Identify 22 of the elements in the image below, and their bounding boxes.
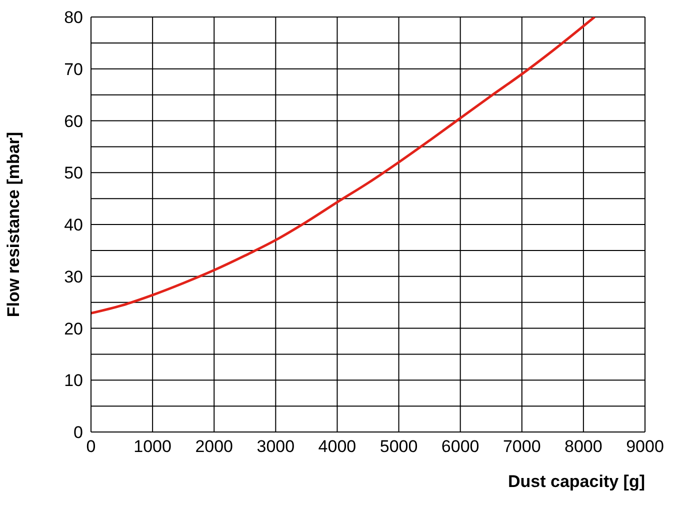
x-tick-label: 2000 bbox=[195, 437, 234, 456]
y-tick-label: 80 bbox=[64, 8, 83, 28]
x-tick-label: 6000 bbox=[441, 437, 480, 456]
y-axis-title: Flow resistance [mbar] bbox=[4, 132, 24, 318]
x-tick-label: 5000 bbox=[380, 437, 418, 456]
x-tick-label: 3000 bbox=[256, 437, 295, 456]
y-tick-label: 0 bbox=[74, 423, 83, 442]
x-tick-label: 9000 bbox=[626, 437, 664, 456]
y-tick-label: 70 bbox=[64, 60, 83, 79]
line-series bbox=[91, 17, 596, 314]
y-tick-label: 20 bbox=[64, 319, 83, 338]
x-tick-label: 8000 bbox=[564, 437, 602, 456]
y-tick-label: 50 bbox=[64, 164, 83, 183]
x-tick-label: 7000 bbox=[502, 437, 541, 456]
x-tick-label: 1000 bbox=[134, 437, 172, 456]
y-tick-label: 10 bbox=[64, 371, 83, 390]
y-tick-label: 60 bbox=[64, 112, 83, 131]
x-tick-label: 4000 bbox=[318, 437, 356, 456]
y-tick-label: 40 bbox=[64, 216, 83, 235]
x-axis-title: Dust capacity [g] bbox=[508, 472, 645, 491]
x-tick-label: 0 bbox=[86, 437, 96, 456]
y-tick-label: 30 bbox=[64, 267, 83, 286]
